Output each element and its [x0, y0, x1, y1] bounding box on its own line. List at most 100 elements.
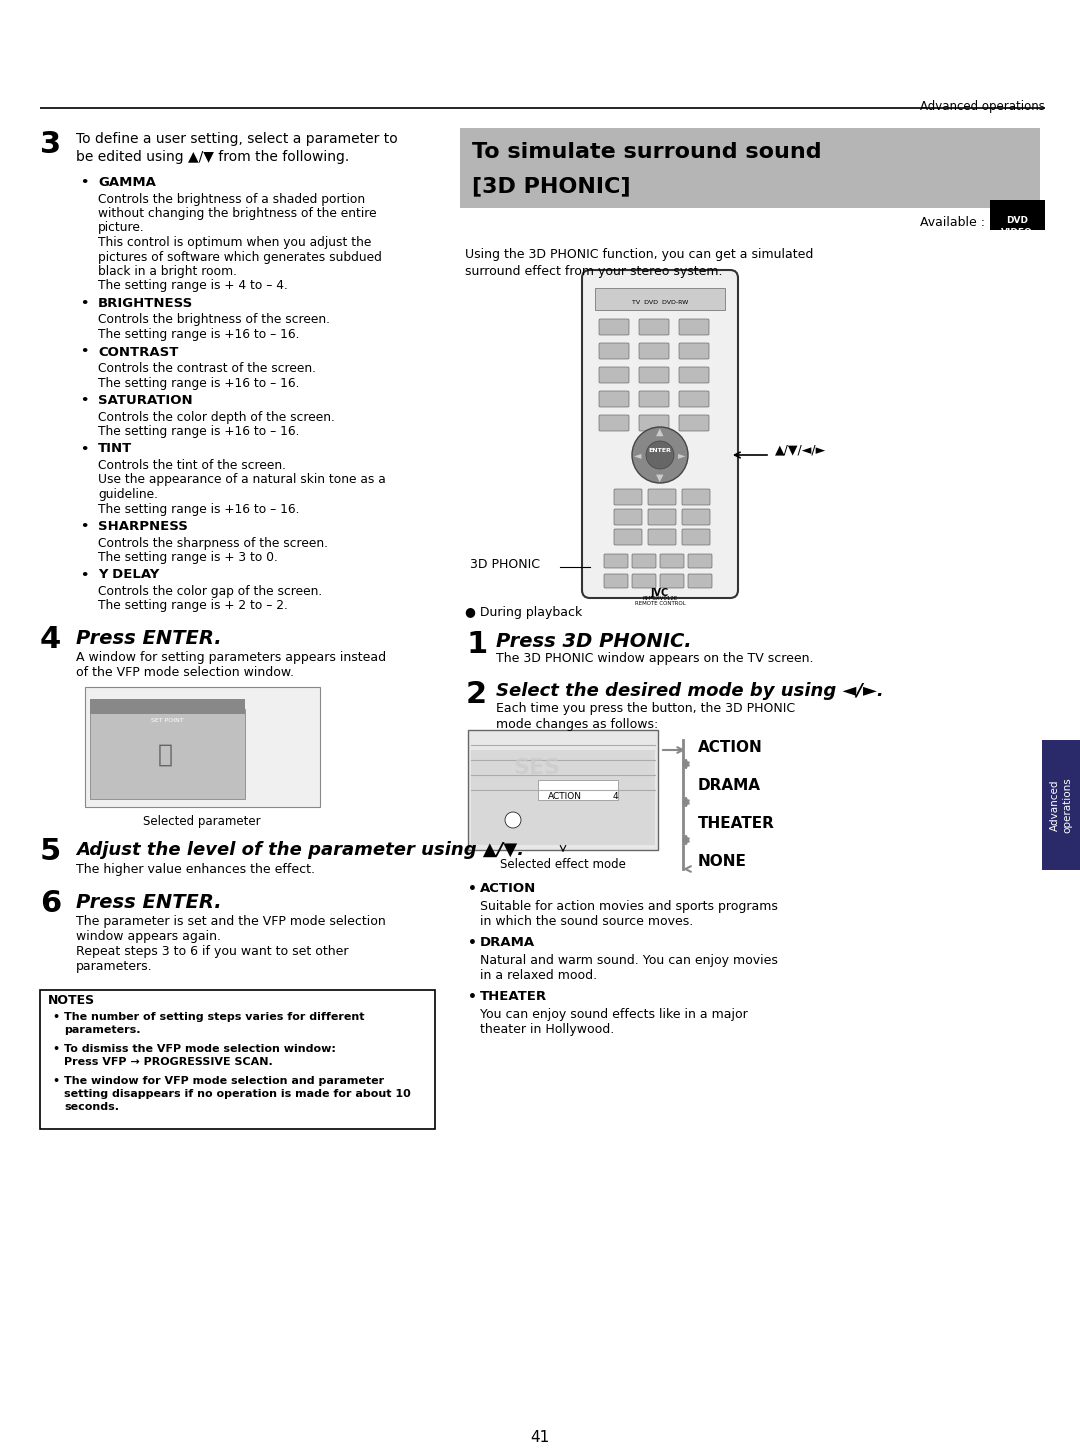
- Text: picture.: picture.: [98, 221, 145, 234]
- Text: ▼: ▼: [657, 473, 664, 483]
- Text: THEATER: THEATER: [480, 990, 548, 1003]
- Circle shape: [632, 427, 688, 483]
- Text: JVC: JVC: [651, 587, 670, 598]
- FancyBboxPatch shape: [679, 343, 708, 359]
- Text: The setting range is +16 to – 16.: The setting range is +16 to – 16.: [98, 503, 299, 516]
- Text: •: •: [80, 442, 89, 455]
- FancyBboxPatch shape: [679, 366, 708, 382]
- Text: The 3D PHONIC window appears on the TV screen.: The 3D PHONIC window appears on the TV s…: [496, 651, 813, 664]
- Bar: [90, 699, 245, 714]
- Text: Suitable for action movies and sports programs: Suitable for action movies and sports pr…: [480, 900, 778, 913]
- Text: ►: ►: [678, 449, 686, 459]
- Text: without changing the brightness of the entire: without changing the brightness of the e…: [98, 206, 377, 220]
- FancyBboxPatch shape: [648, 489, 676, 505]
- Text: Select the desired mode by using ◄/►.: Select the desired mode by using ◄/►.: [496, 682, 883, 699]
- Bar: [595, 288, 725, 310]
- Text: parameters.: parameters.: [76, 960, 152, 973]
- FancyBboxPatch shape: [599, 391, 629, 407]
- FancyBboxPatch shape: [648, 529, 676, 545]
- FancyBboxPatch shape: [639, 391, 669, 407]
- Text: ● During playback: ● During playback: [465, 606, 582, 619]
- FancyBboxPatch shape: [688, 554, 712, 569]
- Text: This control is optimum when you adjust the: This control is optimum when you adjust …: [98, 236, 372, 249]
- Text: Adjust the level of the parameter using ▲/▼.: Adjust the level of the parameter using …: [76, 840, 524, 859]
- Bar: [85, 686, 320, 807]
- Bar: [40, 990, 435, 1128]
- Text: •: •: [80, 297, 89, 310]
- Text: ACTION: ACTION: [698, 740, 762, 756]
- Text: in a relaxed mood.: in a relaxed mood.: [480, 968, 597, 981]
- Text: theater in Hollywood.: theater in Hollywood.: [480, 1024, 615, 1037]
- Text: 3: 3: [40, 129, 62, 158]
- Text: •: •: [80, 176, 89, 189]
- Text: BRIGHTNESS: BRIGHTNESS: [98, 297, 193, 310]
- Text: GAMMA: GAMMA: [98, 176, 156, 189]
- FancyBboxPatch shape: [599, 343, 629, 359]
- Text: ▲/▼/◄/►: ▲/▼/◄/►: [775, 443, 826, 457]
- Text: TINT: TINT: [98, 442, 132, 455]
- Text: TV  DVD  DVD-RW: TV DVD DVD-RW: [632, 300, 688, 305]
- Text: The setting range is + 3 to 0.: The setting range is + 3 to 0.: [98, 551, 278, 564]
- FancyBboxPatch shape: [660, 554, 684, 569]
- Text: 4: 4: [40, 625, 62, 654]
- Text: NONE: NONE: [698, 855, 747, 869]
- Text: •: •: [80, 569, 89, 582]
- Text: Selected parameter: Selected parameter: [144, 816, 260, 827]
- Text: Controls the color depth of the screen.: Controls the color depth of the screen.: [98, 410, 335, 423]
- Text: setting disappears if no operation is made for about 10: setting disappears if no operation is ma…: [64, 1089, 410, 1099]
- Text: To simulate surround sound: To simulate surround sound: [472, 142, 822, 161]
- Bar: [538, 779, 618, 800]
- Text: •: •: [80, 394, 89, 407]
- Text: Using the 3D PHONIC function, you can get a simulated: Using the 3D PHONIC function, you can ge…: [465, 249, 813, 262]
- Text: Press ENTER.: Press ENTER.: [76, 630, 221, 648]
- Text: DRAMA: DRAMA: [698, 778, 761, 794]
- Text: parameters.: parameters.: [64, 1025, 140, 1035]
- Text: Selected effect mode: Selected effect mode: [500, 858, 626, 871]
- Bar: [460, 128, 1040, 208]
- Text: pictures of software which generates subdued: pictures of software which generates sub…: [98, 250, 382, 263]
- Text: ◄: ◄: [634, 449, 642, 459]
- Text: The higher value enhances the effect.: The higher value enhances the effect.: [76, 864, 315, 875]
- Text: ▲: ▲: [657, 427, 664, 438]
- Text: NOTES: NOTES: [48, 995, 95, 1008]
- Text: Controls the brightness of a shaded portion: Controls the brightness of a shaded port…: [98, 192, 365, 205]
- Text: •: •: [52, 1076, 59, 1086]
- Text: Controls the color gap of the screen.: Controls the color gap of the screen.: [98, 585, 322, 598]
- Text: Controls the contrast of the screen.: Controls the contrast of the screen.: [98, 362, 316, 375]
- FancyBboxPatch shape: [632, 554, 656, 569]
- Text: The window for VFP mode selection and parameter: The window for VFP mode selection and pa…: [64, 1076, 384, 1086]
- Bar: [468, 730, 658, 851]
- FancyBboxPatch shape: [679, 318, 708, 334]
- Text: The setting range is + 2 to – 2.: The setting range is + 2 to – 2.: [98, 599, 288, 612]
- Text: Each time you press the button, the 3D PHONIC: Each time you press the button, the 3D P…: [496, 702, 795, 715]
- FancyBboxPatch shape: [681, 509, 710, 525]
- Text: •: •: [80, 521, 89, 534]
- FancyBboxPatch shape: [599, 366, 629, 382]
- Circle shape: [646, 441, 674, 470]
- Text: •: •: [468, 883, 477, 896]
- Text: 2: 2: [465, 680, 487, 710]
- Text: ENTER: ENTER: [649, 448, 672, 452]
- FancyBboxPatch shape: [639, 318, 669, 334]
- Text: •: •: [468, 936, 477, 949]
- Text: 1: 1: [465, 630, 487, 659]
- FancyBboxPatch shape: [681, 489, 710, 505]
- Text: RM-SXV012E: RM-SXV012E: [643, 596, 677, 601]
- Text: SHARPNESS: SHARPNESS: [98, 521, 188, 534]
- Text: Use the appearance of a natural skin tone as a: Use the appearance of a natural skin ton…: [98, 474, 386, 487]
- Text: 3D PHONIC: 3D PHONIC: [470, 558, 540, 571]
- Text: DRAMA: DRAMA: [480, 936, 535, 949]
- Text: be edited using ▲/▼ from the following.: be edited using ▲/▼ from the following.: [76, 150, 349, 164]
- Text: of the VFP mode selection window.: of the VFP mode selection window.: [76, 666, 294, 679]
- FancyBboxPatch shape: [639, 366, 669, 382]
- FancyBboxPatch shape: [681, 529, 710, 545]
- Text: Natural and warm sound. You can enjoy movies: Natural and warm sound. You can enjoy mo…: [480, 954, 778, 967]
- Text: Controls the brightness of the screen.: Controls the brightness of the screen.: [98, 314, 330, 327]
- Text: Controls the sharpness of the screen.: Controls the sharpness of the screen.: [98, 537, 328, 550]
- Text: mode changes as follows:: mode changes as follows:: [496, 718, 658, 731]
- Text: 6: 6: [40, 888, 62, 917]
- Text: DVD: DVD: [1005, 217, 1028, 225]
- Bar: [1042, 740, 1080, 869]
- Text: Repeat steps 3 to 6 if you want to set other: Repeat steps 3 to 6 if you want to set o…: [76, 945, 349, 958]
- Text: The number of setting steps varies for different: The number of setting steps varies for d…: [64, 1012, 365, 1022]
